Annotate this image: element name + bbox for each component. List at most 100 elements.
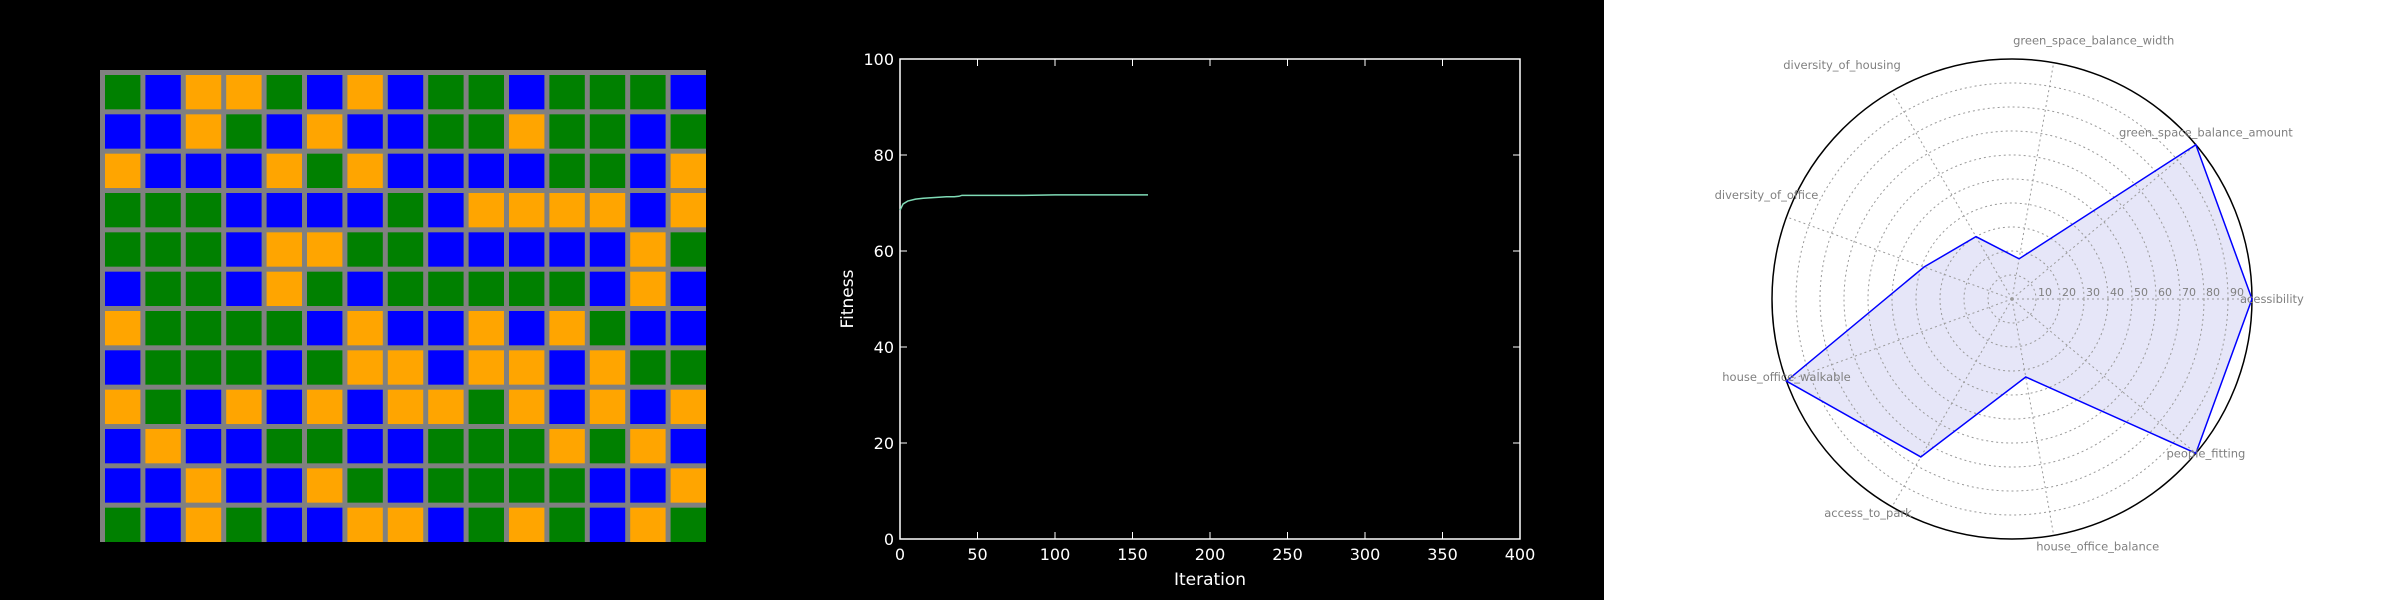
radar-outline bbox=[1785, 143, 2253, 458]
heatmap-cell bbox=[589, 350, 626, 385]
heatmap-cell bbox=[307, 507, 343, 542]
heatmap-cell bbox=[185, 193, 222, 228]
radar-axis-label: acessibility bbox=[2240, 292, 2304, 306]
heatmap-cell bbox=[105, 232, 141, 267]
heatmap-cell bbox=[307, 114, 343, 149]
x-tick-label: 100 bbox=[1040, 545, 1071, 564]
heatmap-cell bbox=[145, 114, 181, 149]
heatmap-cell bbox=[347, 429, 383, 464]
radar-tick-label: 80 bbox=[2206, 286, 2220, 299]
heatmap-cell bbox=[145, 232, 181, 267]
heatmap-cell bbox=[105, 153, 141, 188]
heatmap-cell bbox=[428, 389, 464, 424]
heatmap-cell bbox=[428, 350, 464, 385]
heatmap-cell bbox=[509, 468, 545, 503]
heatmap-cell bbox=[428, 468, 464, 503]
y-tick-label: 0 bbox=[884, 530, 894, 549]
heatmap-cell bbox=[185, 350, 222, 385]
heatmap-cell bbox=[347, 75, 383, 110]
heatmap-cell bbox=[226, 75, 262, 110]
heatmap-cell bbox=[185, 507, 222, 542]
heatmap-cell bbox=[266, 507, 302, 542]
heatmap-cell bbox=[185, 429, 222, 464]
y-tick-label: 40 bbox=[874, 338, 894, 357]
radar-spoke bbox=[2011, 298, 2197, 454]
heatmap-cell bbox=[468, 350, 504, 385]
heatmap-cell bbox=[266, 389, 302, 424]
heatmap-cell bbox=[549, 389, 585, 424]
heatmap-cell bbox=[145, 350, 181, 385]
heatmap-cell bbox=[468, 429, 504, 464]
heatmap-cell bbox=[670, 350, 706, 385]
heatmap-cell bbox=[468, 507, 504, 542]
heatmap-cell bbox=[105, 193, 141, 228]
heatmap-cell bbox=[105, 507, 141, 542]
heatmap-cell bbox=[589, 468, 626, 503]
heatmap-cell bbox=[509, 350, 545, 385]
heatmap-cell bbox=[347, 389, 383, 424]
heatmap-cell bbox=[509, 507, 545, 542]
heatmap-cell bbox=[307, 429, 343, 464]
radar-tick-label: 30 bbox=[2086, 286, 2100, 299]
x-tick-label: 350 bbox=[1427, 545, 1458, 564]
radar-axis-label: diversity_of_housing bbox=[1783, 58, 1901, 72]
radar-axis-label: green_space_balance_amount bbox=[2119, 126, 2293, 140]
heatmap-cell bbox=[509, 389, 545, 424]
heatmap-cell bbox=[347, 468, 383, 503]
heatmap-cell bbox=[307, 75, 343, 110]
heatmap-cell bbox=[226, 232, 262, 267]
x-tick-label: 0 bbox=[895, 545, 905, 564]
heatmap-cell bbox=[145, 311, 181, 346]
heatmap-cell bbox=[185, 468, 222, 503]
x-tick-label: 300 bbox=[1350, 545, 1381, 564]
heatmap-cell bbox=[387, 153, 424, 188]
radar-tick-label: 20 bbox=[2062, 286, 2076, 299]
heatmap-cell bbox=[549, 311, 585, 346]
heatmap-cell bbox=[630, 389, 666, 424]
radar-axis-label: people_fitting bbox=[2167, 446, 2246, 460]
radar-spoke bbox=[1891, 90, 2013, 300]
heatmap-cell bbox=[226, 153, 262, 188]
heatmap-cell bbox=[589, 193, 626, 228]
y-tick-label: 60 bbox=[874, 242, 894, 261]
radar-axis-label: diversity_of_office bbox=[1715, 188, 1819, 202]
heatmap-cell bbox=[387, 193, 424, 228]
heatmap-cell bbox=[145, 429, 181, 464]
heatmap-cell bbox=[226, 350, 262, 385]
heatmap-cell bbox=[670, 311, 706, 346]
heatmap-cell bbox=[105, 311, 141, 346]
heatmap-cell bbox=[105, 468, 141, 503]
heatmap-cell bbox=[145, 468, 181, 503]
heatmap-cell bbox=[387, 429, 424, 464]
heatmap-cell bbox=[266, 153, 302, 188]
heatmap-cell bbox=[468, 271, 504, 306]
heatmap-cell bbox=[387, 232, 424, 267]
heatmap-cell bbox=[226, 429, 262, 464]
heatmap-cell bbox=[387, 311, 424, 346]
heatmap-cell bbox=[509, 114, 545, 149]
heatmap-cell bbox=[589, 232, 626, 267]
y-tick-label: 20 bbox=[874, 434, 894, 453]
heatmap-cell bbox=[307, 468, 343, 503]
heatmap-cell bbox=[670, 468, 706, 503]
radar-spoke bbox=[1786, 298, 2013, 382]
y-tick-label: 100 bbox=[863, 50, 894, 69]
heatmap-cell bbox=[347, 232, 383, 267]
heatmap-cell bbox=[468, 232, 504, 267]
radar-tick-label: 40 bbox=[2110, 286, 2124, 299]
heatmap-cell bbox=[347, 271, 383, 306]
heatmap-cell bbox=[589, 271, 626, 306]
heatmap-cell bbox=[185, 153, 222, 188]
heatmap-cell bbox=[630, 232, 666, 267]
radar-spoke bbox=[1786, 216, 2013, 300]
x-axis-label: Iteration bbox=[1174, 570, 1246, 590]
heatmap-cell bbox=[630, 114, 666, 149]
heatmap-cell bbox=[307, 193, 343, 228]
radar-tick-label: 50 bbox=[2134, 286, 2148, 299]
heatmap-cell bbox=[670, 507, 706, 542]
heatmap-cell bbox=[145, 193, 181, 228]
heatmap-cell bbox=[185, 389, 222, 424]
heatmap-cell bbox=[266, 468, 302, 503]
heatmap-cell bbox=[387, 75, 424, 110]
heatmap-cell bbox=[670, 114, 706, 149]
